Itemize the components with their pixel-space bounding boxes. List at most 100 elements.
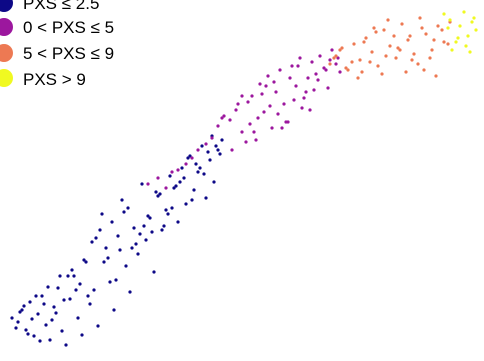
point (318, 54, 322, 58)
point (430, 48, 434, 52)
point (472, 16, 476, 20)
point (50, 318, 54, 322)
point (338, 48, 342, 52)
point (152, 270, 156, 274)
point (446, 26, 450, 30)
point (106, 256, 110, 260)
point (112, 308, 116, 312)
point (190, 156, 194, 160)
point (142, 224, 146, 228)
point (360, 70, 364, 74)
point (264, 84, 268, 88)
point (40, 294, 44, 298)
point (432, 38, 436, 42)
point (316, 78, 320, 82)
point (216, 124, 220, 128)
point (92, 288, 96, 292)
point (450, 48, 454, 52)
point (176, 168, 180, 172)
point (48, 338, 52, 342)
point (170, 170, 174, 174)
legend-label-3: PXS > 9 (23, 70, 86, 89)
point (32, 334, 36, 338)
point (454, 40, 458, 44)
point (252, 130, 256, 134)
point (138, 232, 142, 236)
point (36, 312, 40, 316)
point (380, 72, 384, 76)
point (314, 72, 318, 76)
point (310, 60, 314, 64)
point (122, 210, 126, 214)
point (468, 50, 472, 54)
point (58, 274, 62, 278)
point (42, 302, 46, 306)
point (208, 158, 212, 162)
point (222, 114, 226, 118)
point (424, 32, 428, 36)
point (34, 294, 38, 298)
point (330, 48, 334, 52)
point (88, 302, 92, 306)
point (62, 298, 66, 302)
point (364, 36, 368, 40)
point (396, 46, 400, 50)
point (244, 140, 248, 144)
point (78, 282, 82, 286)
point (110, 220, 114, 224)
point (434, 74, 438, 78)
point (184, 162, 188, 166)
point (400, 22, 404, 26)
point (324, 68, 328, 72)
point (100, 212, 104, 216)
point (352, 42, 356, 46)
point (162, 224, 166, 228)
point (164, 186, 168, 190)
point (294, 84, 298, 88)
point (60, 329, 64, 333)
point (268, 104, 272, 108)
point (260, 92, 264, 96)
legend-swatch-1 (0, 18, 13, 36)
point (304, 90, 308, 94)
series-0 (10, 134, 224, 347)
point (336, 56, 340, 60)
legend-swatch-3 (0, 69, 13, 87)
point (28, 300, 32, 304)
point (68, 297, 72, 301)
point (90, 240, 94, 244)
point (124, 264, 128, 268)
point (358, 58, 362, 62)
point (144, 238, 148, 242)
points-layer (10, 10, 478, 347)
point (194, 162, 198, 166)
point (302, 96, 306, 100)
legend-label-1: 0 < PXS ≤ 5 (23, 18, 114, 37)
point (18, 310, 22, 314)
point (254, 138, 258, 142)
point (328, 58, 332, 62)
point (248, 122, 252, 126)
point (74, 288, 78, 292)
point (416, 62, 420, 66)
point (220, 116, 224, 120)
series-2 (328, 16, 452, 80)
point (192, 188, 196, 192)
point (150, 230, 154, 234)
point (274, 90, 278, 94)
point (312, 88, 316, 92)
point (412, 52, 416, 56)
legend-swatch-2 (0, 44, 13, 62)
point (204, 196, 208, 200)
point (164, 208, 168, 212)
point (86, 294, 90, 298)
point (240, 94, 244, 98)
point (20, 308, 24, 312)
point (98, 228, 102, 232)
point (70, 268, 74, 272)
point (322, 66, 326, 70)
point (76, 316, 80, 320)
point (458, 24, 462, 28)
point (344, 66, 348, 70)
point (108, 280, 112, 284)
